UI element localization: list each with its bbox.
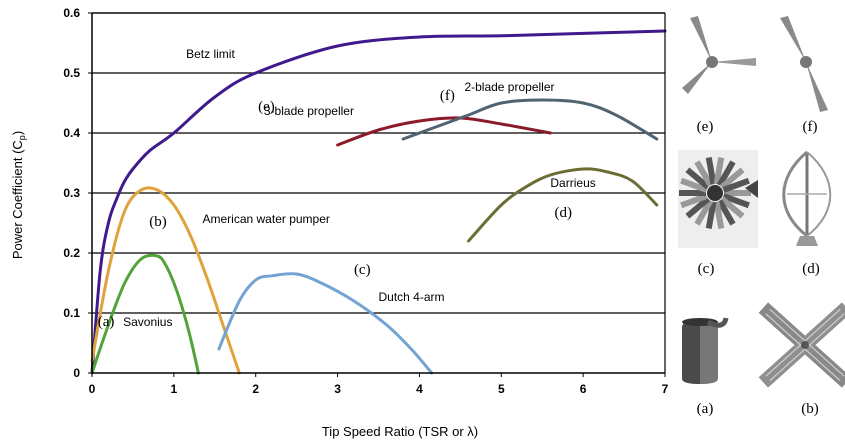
y-axis-title: Power Coefficient (Cp): [10, 131, 27, 259]
label-f: (f): [440, 88, 455, 104]
y-tick-0.6: 0.6: [63, 6, 80, 20]
icon-letter-b: (b): [801, 401, 819, 417]
windmill-blade: [719, 167, 745, 190]
label-2-blade-propeller: 2-blade propeller: [464, 80, 554, 94]
turbine-icon-panel: (e) (f) (c) (d): [678, 16, 845, 417]
three-blade-turbine-icon: [682, 16, 756, 94]
series-line-american-water-pumper: [90, 186, 241, 375]
windmill-blade: [716, 199, 736, 226]
icon-letter-c: (c): [698, 261, 715, 277]
savonius-rotor-icon: [681, 317, 729, 384]
label-b: (b): [149, 214, 167, 230]
label-3-blade-propeller: 3-blade propeller: [264, 104, 354, 118]
dutch-four-arm-icon: [758, 302, 845, 388]
windmill-blade: [716, 160, 736, 187]
y-tick-labels: 0 0.1 0.2 0.3 0.4 0.5 0.6: [63, 6, 92, 380]
windmill-blade: [724, 190, 751, 196]
series-line-2-blade-propeller: [401, 98, 659, 141]
icon-letter-d: (d): [802, 261, 820, 277]
label-betz-limit: Betz limit: [186, 47, 235, 61]
windmill-blade: [722, 177, 750, 193]
series-line-dutch-4-arm: [217, 272, 434, 375]
x-tick-4: 4: [416, 382, 423, 396]
windmill-blade: [713, 157, 725, 185]
windmill-blade: [713, 201, 725, 229]
x-tick-6: 6: [580, 382, 587, 396]
windmill-blade: [705, 201, 717, 229]
label-e: (e): [258, 99, 275, 115]
series-lines: [90, 29, 667, 375]
y-tick-0.3: 0.3: [63, 186, 80, 200]
icon-letter-a: (a): [697, 401, 714, 417]
label-c: (c): [354, 262, 371, 278]
series-labels: Betz limit 3-blade propeller(e) (f) 2-blade…: [98, 47, 596, 330]
y-tick-0.1: 0.1: [63, 306, 80, 320]
label-american-water-pumper: American water pumper: [203, 212, 330, 226]
x-tick-0: 0: [89, 382, 96, 396]
x-tick-labels: 0 1 2 3 4 5 6 7: [89, 373, 669, 396]
series-line-savonius: [90, 253, 200, 375]
windmill-blade: [705, 157, 717, 185]
multi-blade-windmill-icon: [678, 150, 758, 248]
windmill-blade: [680, 193, 708, 209]
x-tick-7: 7: [662, 382, 669, 396]
windmill-blade: [685, 196, 711, 219]
windmill-blade: [719, 196, 745, 219]
icon-letter-f: (f): [803, 119, 818, 135]
windmill-blade: [679, 190, 706, 196]
series-line-3-blade-propeller: [336, 116, 552, 147]
windmill-blade: [694, 160, 714, 187]
two-blade-turbine-icon: [780, 16, 828, 112]
gridlines: [92, 12, 665, 314]
label-darrieus: Darrieus: [550, 176, 595, 190]
series-line-betz-limit: [90, 29, 667, 375]
x-tick-3: 3: [334, 382, 341, 396]
label-dutch-4-arm: Dutch 4-arm: [379, 290, 445, 304]
y-tick-0.4: 0.4: [63, 126, 80, 140]
y-tick-0.2: 0.2: [63, 246, 80, 260]
x-tick-5: 5: [498, 382, 505, 396]
label-d: (d): [554, 205, 572, 221]
x-tick-1: 1: [171, 382, 178, 396]
icon-letter-e: (e): [697, 119, 714, 135]
series-line-darrieus: [467, 167, 659, 243]
darrieus-turbine-icon: [782, 150, 832, 246]
windmill-blade: [694, 199, 714, 226]
windmill-blade: [680, 177, 708, 193]
windmill-blade: [685, 167, 711, 190]
x-axis-title: Tip Speed Ratio (TSR or λ): [322, 424, 478, 439]
label-savonius: Savonius: [123, 315, 172, 329]
y-tick-0: 0: [73, 366, 80, 380]
x-tick-2: 2: [252, 382, 259, 396]
windmill-blade: [722, 193, 750, 209]
label-a: (a): [98, 314, 115, 330]
y-tick-0.5: 0.5: [63, 66, 80, 80]
